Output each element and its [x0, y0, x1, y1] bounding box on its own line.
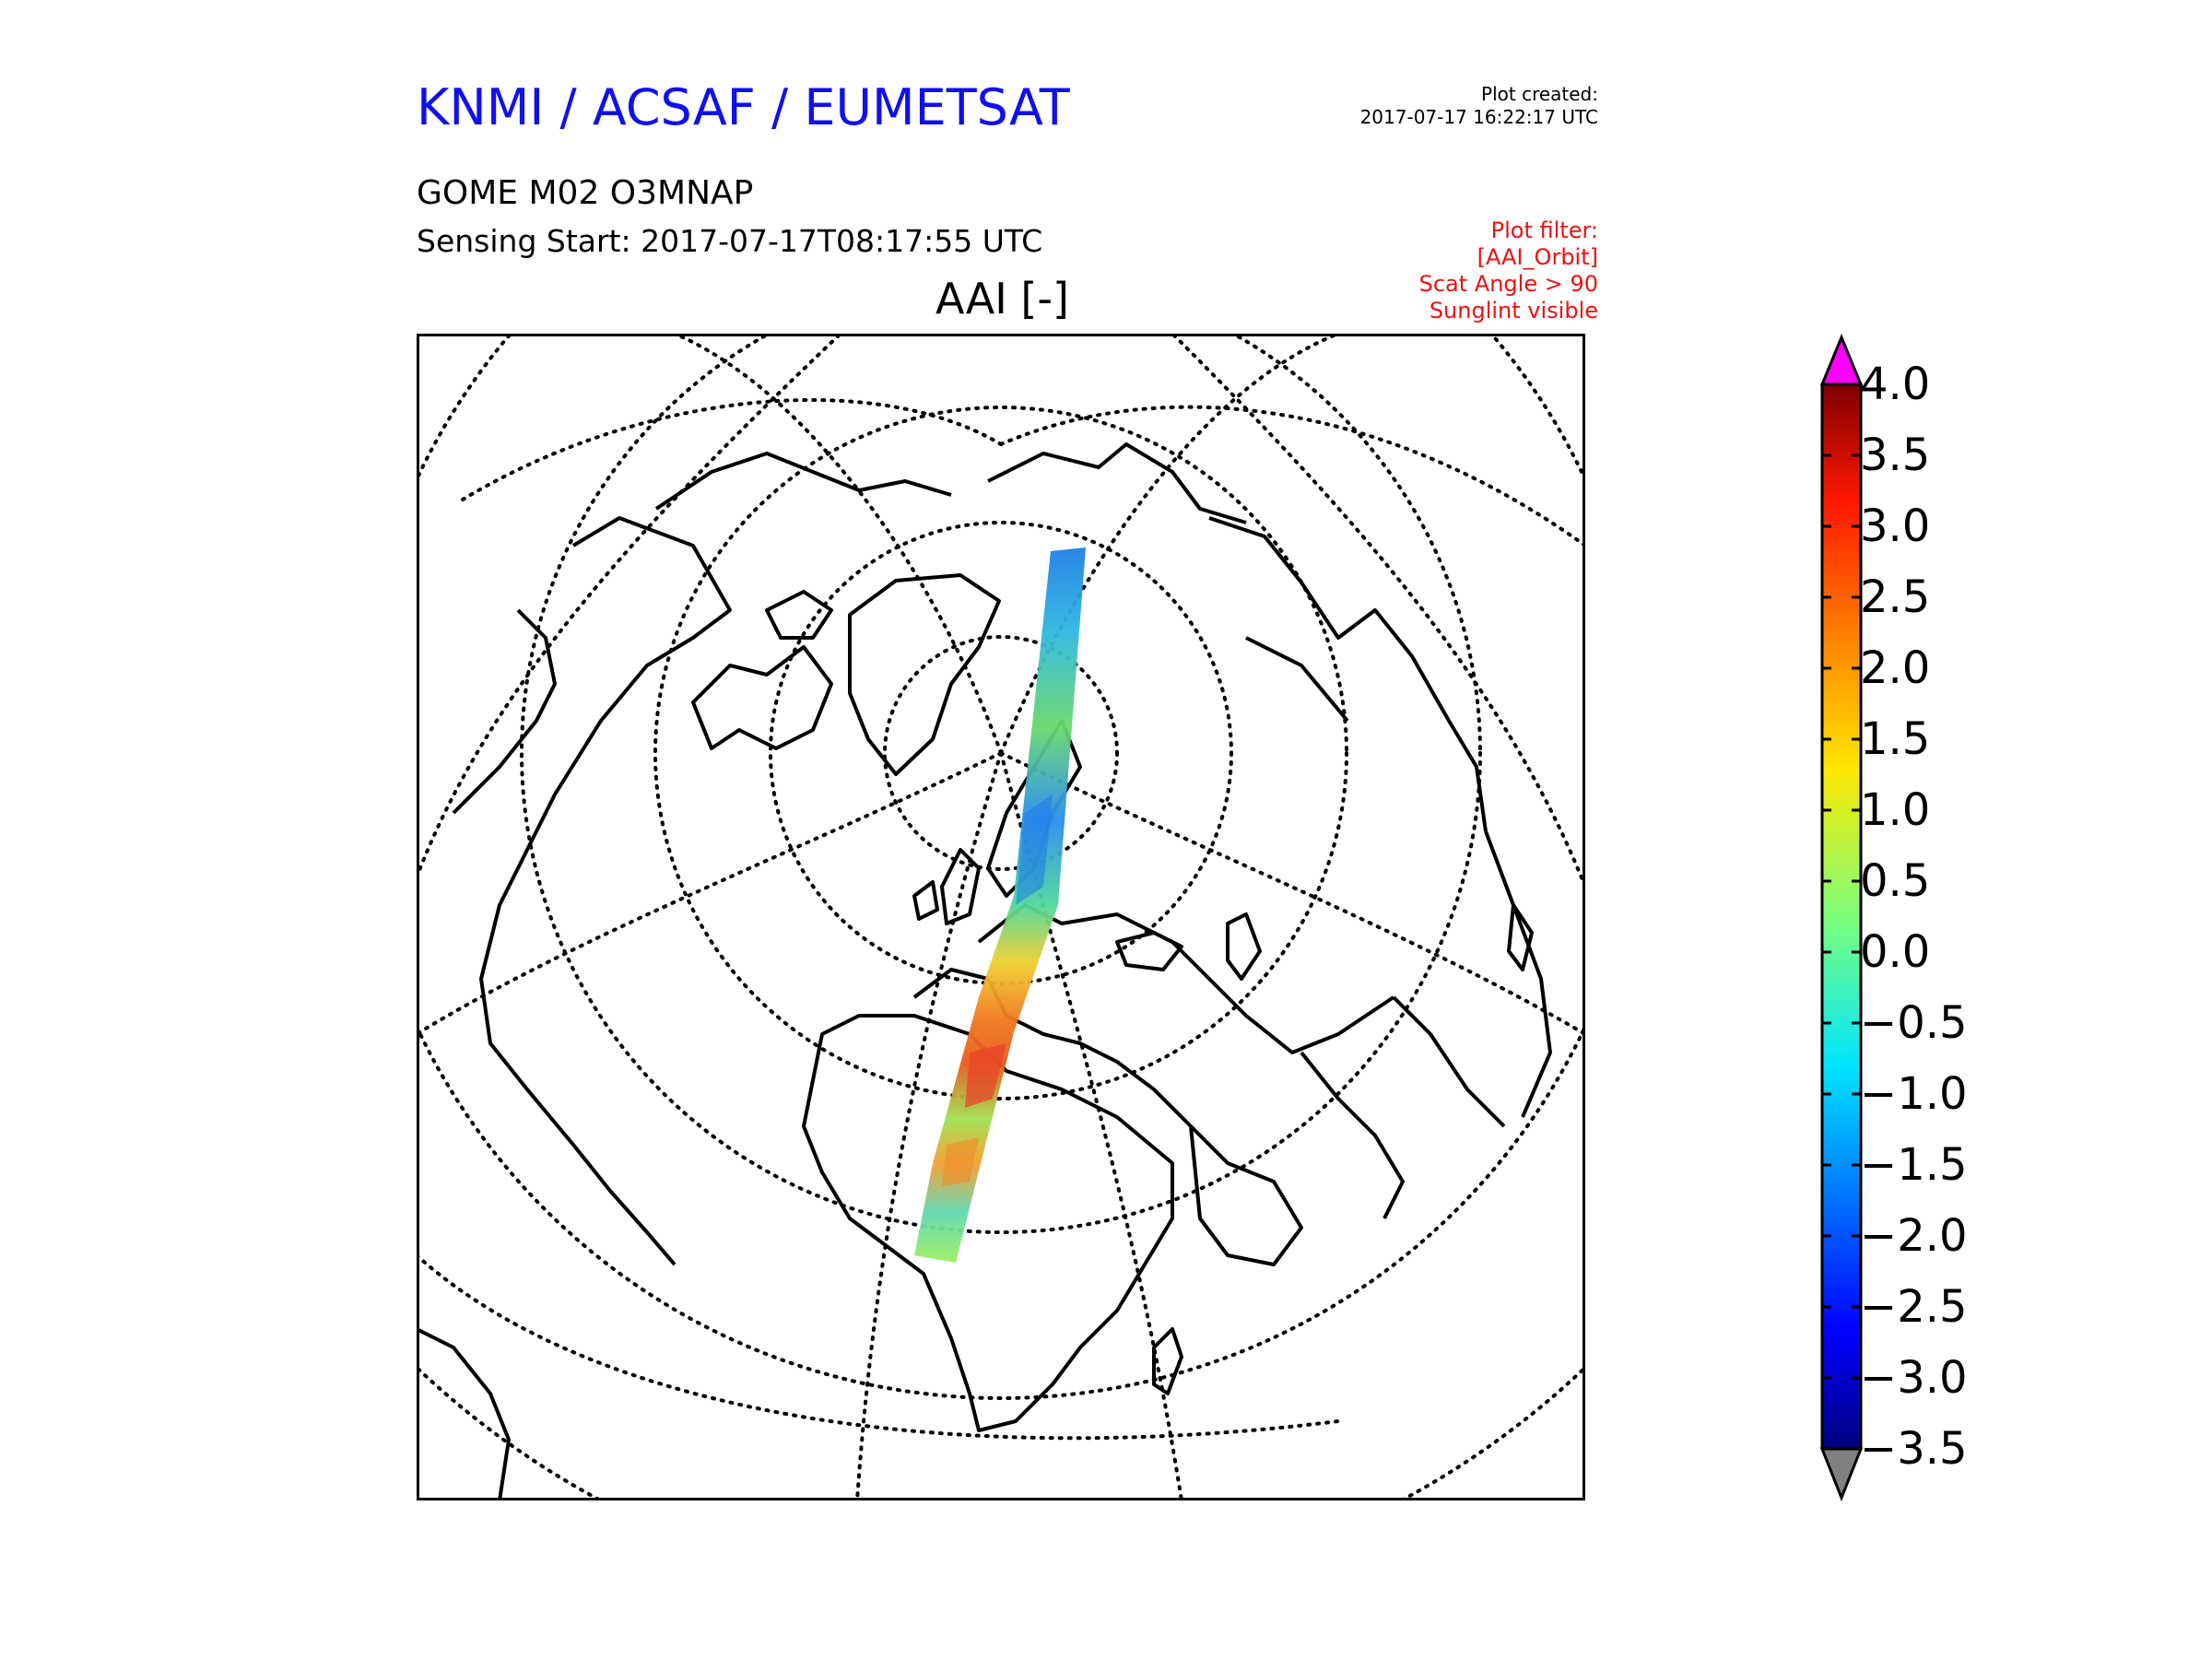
plot-filter-item: Scat Angle > 90	[1418, 271, 1598, 297]
colorbar-tick-label: −2.5	[1860, 1281, 1968, 1333]
colorbar-tick-label: 3.0	[1860, 500, 1931, 552]
meridian-arcs	[417, 334, 1585, 1500]
polar-map	[417, 334, 1585, 1500]
orbit-swath	[914, 547, 1086, 1263]
colorbar-tick-label: 1.5	[1860, 713, 1931, 765]
colorbar	[1797, 334, 1991, 1504]
colorbar-tick-label: 2.5	[1860, 571, 1931, 623]
sensing-start: Sensing Start: 2017-07-17T08:17:55 UTC	[417, 223, 1043, 259]
colorbar-tick-label: −0.5	[1860, 997, 1968, 1049]
plot-filter-label: Plot filter:	[1490, 218, 1598, 243]
colorbar-tick-label: −1.0	[1860, 1068, 1968, 1120]
colorbar-under-extension	[1819, 1447, 1864, 1502]
colorbar-tick-label: 1.0	[1860, 784, 1931, 836]
map-panel	[417, 334, 1585, 1500]
colorbar-tick-label: 2.0	[1860, 642, 1931, 694]
product-name: GOME M02 O3MNAP	[417, 174, 754, 212]
organisation-title: KNMI / ACSAF / EUMETSAT	[417, 78, 1070, 136]
latitude-circles	[417, 334, 1585, 1500]
plot-created-label: Plot created:	[1481, 83, 1598, 105]
colorbar-gradient	[1820, 382, 1863, 1451]
colorbar-tick-label: 3.5	[1860, 429, 1931, 481]
colorbar-over-extension	[1819, 334, 1864, 386]
plot-title: AAI [-]	[935, 274, 1069, 324]
colorbar-tick-label: −3.5	[1860, 1423, 1968, 1475]
colorbar-tick-label: −1.5	[1860, 1139, 1968, 1191]
colorbar-tick-label: 0.0	[1860, 926, 1931, 978]
plot-created-time: 2017-07-17 16:22:17 UTC	[1359, 106, 1598, 128]
colorbar-tick-label: −3.0	[1860, 1352, 1968, 1404]
colorbar-tick-label: −2.0	[1860, 1210, 1968, 1262]
map-frame	[417, 334, 1585, 1500]
plot-filter-item: Sunglint visible	[1429, 298, 1598, 324]
plot-filter-item: [AAI_Orbit]	[1477, 244, 1598, 270]
colorbar-tick-label: 4.0	[1860, 359, 1931, 410]
colorbar-tick-label: 0.5	[1860, 855, 1931, 907]
colorbar-tick-marks	[1822, 382, 1861, 1451]
coastlines	[417, 442, 1552, 1500]
